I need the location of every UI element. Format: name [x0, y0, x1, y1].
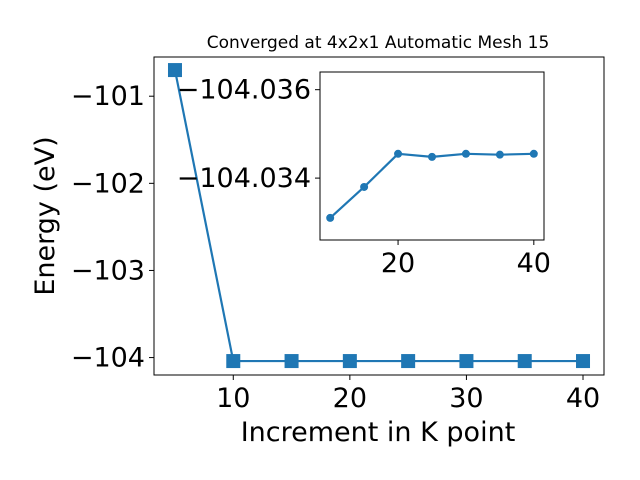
data-point — [342, 354, 357, 369]
y-tick-label: −101 — [71, 81, 145, 112]
x-tick-label: 10 — [216, 383, 250, 414]
main-x-axis: 10 20 30 40 — [216, 375, 600, 414]
data-point — [428, 152, 436, 161]
x-tick-label: 40 — [566, 383, 600, 414]
x-tick-label: 40 — [517, 248, 551, 279]
data-point — [401, 354, 416, 369]
data-point — [576, 354, 591, 369]
x-tick-label: 20 — [333, 383, 367, 414]
inset-plot-area — [319, 71, 545, 241]
data-point — [226, 354, 241, 369]
data-point — [167, 63, 182, 78]
y-tick-label: −103 — [71, 255, 145, 286]
data-point — [517, 354, 532, 369]
y-tick-label: −104 — [71, 343, 145, 374]
main-y-axis: −104 −103 −102 −101 — [71, 81, 154, 374]
data-point — [495, 150, 504, 159]
main-series — [167, 63, 591, 369]
data-point — [284, 354, 299, 369]
inset-x-axis: 20 40 — [381, 240, 551, 279]
data-point — [360, 182, 369, 191]
main-chart: Converged at 4x2x1 Automatic Mesh 15 10 2… — [30, 33, 605, 448]
x-tick-label: 20 — [381, 248, 415, 279]
inset-y-axis: −104.036 −104.034 — [177, 75, 320, 194]
data-point — [529, 149, 538, 158]
y-tick-label: −104.036 — [177, 75, 311, 106]
y-tick-label: −104.034 — [177, 163, 311, 194]
x-axis-label: Increment in K point — [241, 417, 516, 448]
y-axis-label: Energy (eV) — [30, 136, 61, 295]
data-point — [394, 149, 403, 158]
chart-title: Converged at 4x2x1 Automatic Mesh 15 — [207, 33, 550, 53]
data-point — [461, 149, 470, 158]
data-point — [326, 213, 335, 222]
y-tick-label: −102 — [71, 168, 145, 199]
x-tick-label: 30 — [449, 383, 483, 414]
data-point — [459, 354, 474, 369]
main-plot-area — [153, 56, 605, 376]
inset-chart: 20 40 −104.036−104.034 — [177, 71, 551, 279]
inset-series — [326, 149, 538, 222]
series-line — [173, 69, 584, 363]
